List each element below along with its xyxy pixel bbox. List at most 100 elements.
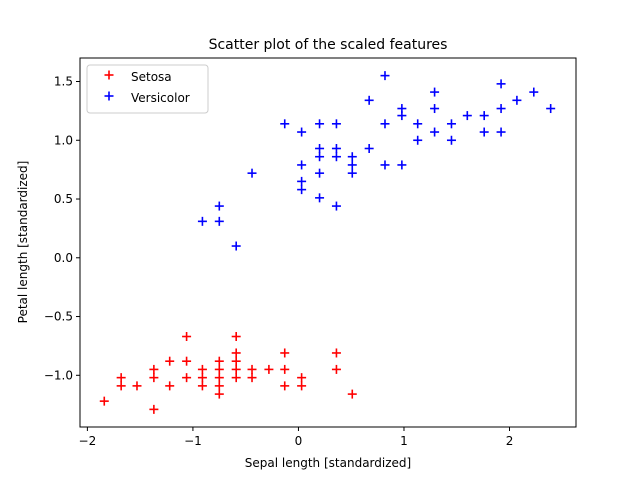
- scatter-point-versicolor: [462, 111, 472, 121]
- scatter-point-setosa: [231, 348, 241, 358]
- scatter-point-setosa: [182, 332, 192, 342]
- scatter-point-versicolor: [214, 201, 224, 211]
- legend-marker-point-versicolor: [104, 91, 114, 101]
- scatter-point-versicolor: [496, 79, 506, 89]
- scatter-point-versicolor: [496, 127, 506, 137]
- y-axis-label: Petal length [standardized]: [16, 161, 30, 324]
- y-tick-label: 1.5: [54, 75, 73, 89]
- scatter-point-versicolor: [315, 152, 325, 162]
- scatter-point-setosa: [182, 373, 192, 383]
- scatter-point-setosa: [280, 381, 290, 391]
- scatter-point-setosa: [331, 364, 341, 374]
- legend-marker-point-setosa: [104, 70, 114, 80]
- scatter-point-setosa: [149, 404, 159, 414]
- scatter-point-versicolor: [446, 135, 456, 145]
- scatter-point-versicolor: [315, 143, 325, 153]
- x-tick-label: −1: [184, 434, 202, 448]
- scatter-point-setosa: [297, 373, 307, 383]
- scatter-point-versicolor: [331, 119, 341, 129]
- scatter-point-setosa: [331, 348, 341, 358]
- scatter-point-versicolor: [315, 193, 325, 203]
- scatter-point-versicolor: [397, 111, 407, 121]
- scatter-point-versicolor: [430, 127, 440, 137]
- scatter-point-versicolor: [397, 160, 407, 170]
- scatter-point-setosa: [231, 356, 241, 366]
- scatter-point-setosa: [214, 356, 224, 366]
- scatter-point-versicolor: [297, 185, 307, 195]
- scatter-point-setosa: [297, 381, 307, 391]
- scatter-point-versicolor: [297, 176, 307, 186]
- scatter-point-setosa: [214, 373, 224, 383]
- scatter-point-versicolor: [347, 168, 357, 178]
- scatter-point-versicolor: [413, 135, 423, 145]
- scatter-point-versicolor: [546, 104, 556, 114]
- scatter-point-setosa: [197, 381, 207, 391]
- scatter-point-versicolor: [315, 119, 325, 129]
- x-axis-ticks: −2 −1 0 1 2: [79, 427, 514, 448]
- scatter-point-setosa: [214, 381, 224, 391]
- scatter-point-setosa: [214, 389, 224, 399]
- scatter-point-setosa: [231, 332, 241, 342]
- legend-box: [86, 64, 209, 114]
- y-axis-ticks: −1.0 −0.5 0.0 0.5 1.0 1.5: [44, 75, 80, 382]
- scatter-point-versicolor: [529, 87, 539, 97]
- scatter-point-setosa: [182, 356, 192, 366]
- points-layer: [99, 71, 556, 414]
- scatter-point-versicolor: [446, 119, 456, 129]
- x-tick-label: 1: [400, 434, 408, 448]
- scatter-point-versicolor: [247, 168, 257, 178]
- x-axis-label: Sepal length [standardized]: [245, 456, 411, 470]
- x-tick-label: 2: [506, 434, 514, 448]
- legend-label-versicolor: Versicolor: [131, 91, 190, 105]
- scatter-point-versicolor: [430, 87, 440, 97]
- scatter-point-setosa: [247, 373, 257, 383]
- y-tick-label: 1.0: [54, 133, 73, 147]
- scatter-point-setosa: [165, 356, 175, 366]
- scatter-point-versicolor: [331, 152, 341, 162]
- scatter-point-setosa: [214, 364, 224, 374]
- scatter-point-versicolor: [496, 104, 506, 114]
- scatter-point-setosa: [347, 389, 357, 399]
- y-tick-label: 0.0: [54, 251, 73, 265]
- scatter-point-setosa: [231, 373, 241, 383]
- scatter-point-setosa: [197, 364, 207, 374]
- scatter-point-versicolor: [331, 143, 341, 153]
- y-tick-label: 0.5: [54, 192, 73, 206]
- scatter-point-versicolor: [197, 216, 207, 226]
- scatter-point-versicolor: [430, 104, 440, 114]
- legend-marker-versicolor: [104, 91, 114, 101]
- x-tick-label: 0: [295, 434, 303, 448]
- scatter-point-versicolor: [331, 201, 341, 211]
- scatter-point-setosa: [197, 373, 207, 383]
- scatter-point-versicolor: [380, 119, 390, 129]
- scatter-point-versicolor: [280, 119, 290, 129]
- legend-label-setosa: Setosa: [131, 70, 172, 84]
- scatter-point-versicolor: [297, 127, 307, 137]
- scatter-point-setosa: [280, 348, 290, 358]
- chart-title: Scatter plot of the scaled features: [209, 37, 448, 53]
- scatter-point-setosa: [116, 381, 126, 391]
- x-tick-label: −2: [79, 434, 97, 448]
- legend: Setosa Versicolor: [86, 64, 209, 114]
- scatter-point-versicolor: [297, 160, 307, 170]
- scatter-point-setosa: [149, 364, 159, 374]
- y-tick-label: −1.0: [44, 368, 73, 382]
- scatter-point-setosa: [247, 364, 257, 374]
- scatter-point-versicolor: [364, 95, 374, 105]
- legend-marker-setosa: [104, 70, 114, 80]
- scatter-point-versicolor: [479, 111, 489, 121]
- scatter-point-setosa: [264, 364, 274, 374]
- scatter-point-versicolor: [512, 95, 522, 105]
- scatter-point-versicolor: [380, 71, 390, 81]
- scatter-point-versicolor: [347, 152, 357, 162]
- scatter-point-setosa: [149, 373, 159, 383]
- scatter-point-setosa: [132, 381, 142, 391]
- scatter-point-versicolor: [347, 160, 357, 170]
- plot-area-frame: [79, 57, 577, 428]
- scatter-point-setosa: [280, 364, 290, 374]
- scatter-point-versicolor: [479, 127, 489, 137]
- y-tick-label: −0.5: [44, 310, 73, 324]
- scatter-point-versicolor: [413, 119, 423, 129]
- scatter-point-setosa: [116, 373, 126, 383]
